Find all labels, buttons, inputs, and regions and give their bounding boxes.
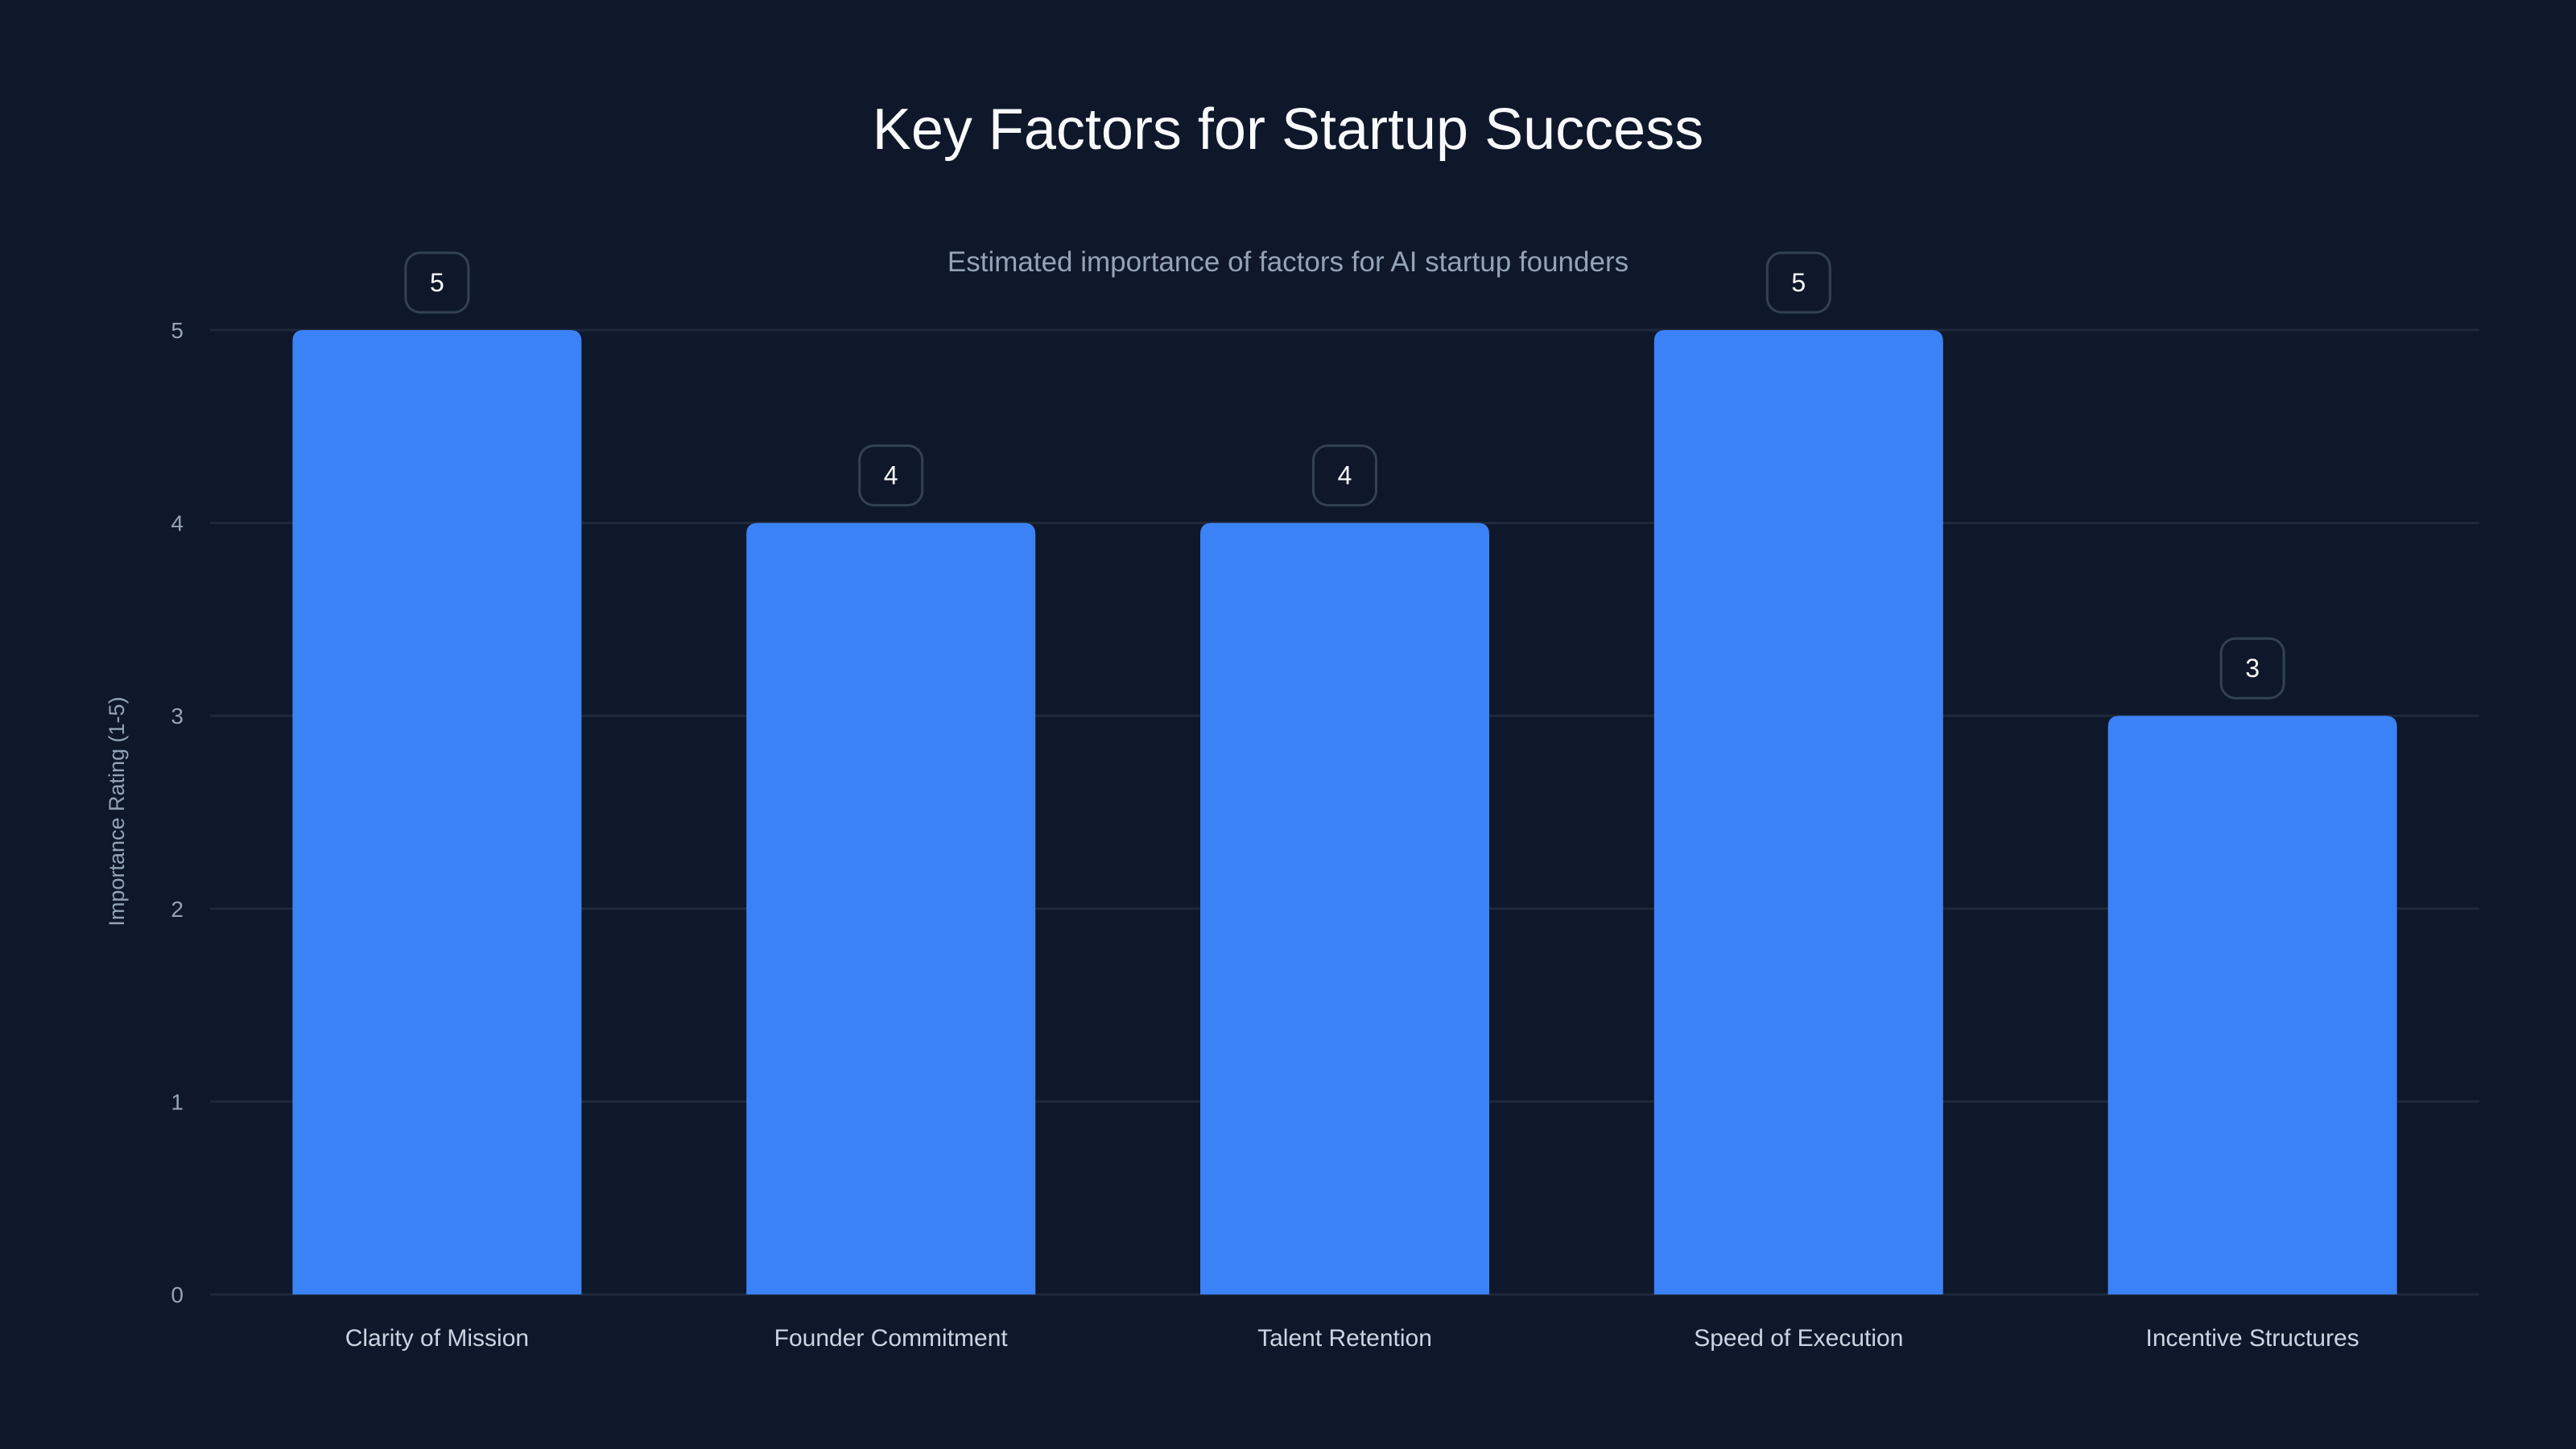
y-tick-label: 1 xyxy=(171,1089,184,1114)
y-tick-label: 3 xyxy=(171,704,184,729)
value-badge xyxy=(1312,444,1377,507)
x-tick-label: Speed of Execution xyxy=(1694,1325,1903,1352)
value-badge xyxy=(858,444,924,507)
data-label: 5 xyxy=(1791,268,1806,297)
value-badge xyxy=(2219,637,2285,700)
y-axis-label: Importance Rating (1-5) xyxy=(105,696,129,926)
y-tick-label: 0 xyxy=(171,1282,184,1307)
bar xyxy=(746,522,1036,1294)
y-tick-label: 2 xyxy=(171,897,184,922)
bar xyxy=(1653,330,1943,1294)
bar xyxy=(292,330,582,1294)
data-label: 3 xyxy=(2245,654,2260,683)
x-tick-label: Talent Retention xyxy=(1257,1325,1432,1352)
chart-title: Key Factors for Startup Success xyxy=(872,97,1704,162)
y-tick-label: 4 xyxy=(171,511,184,536)
x-tick-label: Clarity of Mission xyxy=(345,1325,529,1352)
chart-subtitle: Estimated importance of factors for AI s… xyxy=(947,246,1629,278)
x-tick-label: Incentive Structures xyxy=(2146,1325,2359,1352)
bar xyxy=(1200,522,1489,1294)
data-label: 4 xyxy=(884,461,898,490)
data-label: 4 xyxy=(1338,461,1352,490)
data-label: 5 xyxy=(430,268,444,297)
value-badge xyxy=(404,251,470,314)
value-badge xyxy=(1765,251,1831,314)
y-tick-label: 5 xyxy=(171,318,184,343)
x-tick-label: Founder Commitment xyxy=(774,1325,1009,1352)
bar xyxy=(2107,716,2397,1294)
